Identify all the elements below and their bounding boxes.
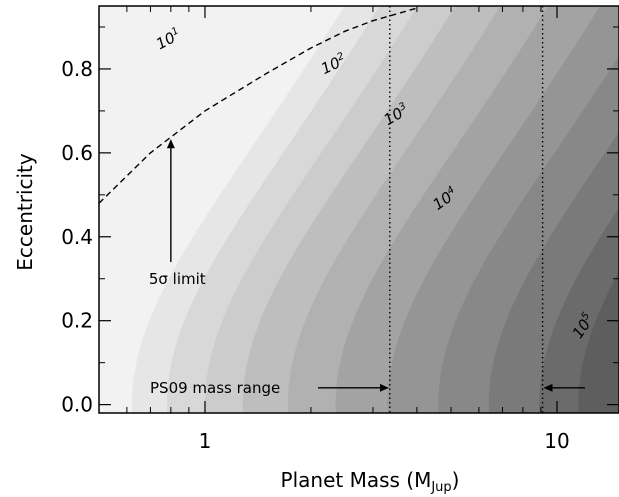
five-sigma-label: 5σ limit	[149, 270, 206, 288]
y-tick-label: 0.4	[61, 225, 93, 249]
x-axis-label: Planet Mass (MJup)	[281, 468, 460, 495]
contour-band	[578, 271, 619, 413]
y-tick-label: 0.0	[61, 393, 93, 417]
y-axis-label: Eccentricity	[13, 153, 37, 271]
x-tick-label: 10	[544, 429, 569, 453]
mass-range-label: PS09 mass range	[150, 379, 280, 397]
x-axis-label-subscript: Jup	[430, 480, 451, 495]
y-tick-label: 0.8	[61, 57, 93, 81]
plot-frame	[98, 5, 619, 414]
y-tick-label: 0.6	[61, 141, 93, 165]
contour-bands	[99, 6, 619, 413]
axes: 0.0 0.2 0.4 0.6 0.8 1 10	[61, 6, 619, 453]
five-sigma-limit-curve	[99, 7, 418, 204]
y-tick-label: 0.2	[61, 309, 93, 333]
x-tick-label: 1	[199, 429, 212, 453]
